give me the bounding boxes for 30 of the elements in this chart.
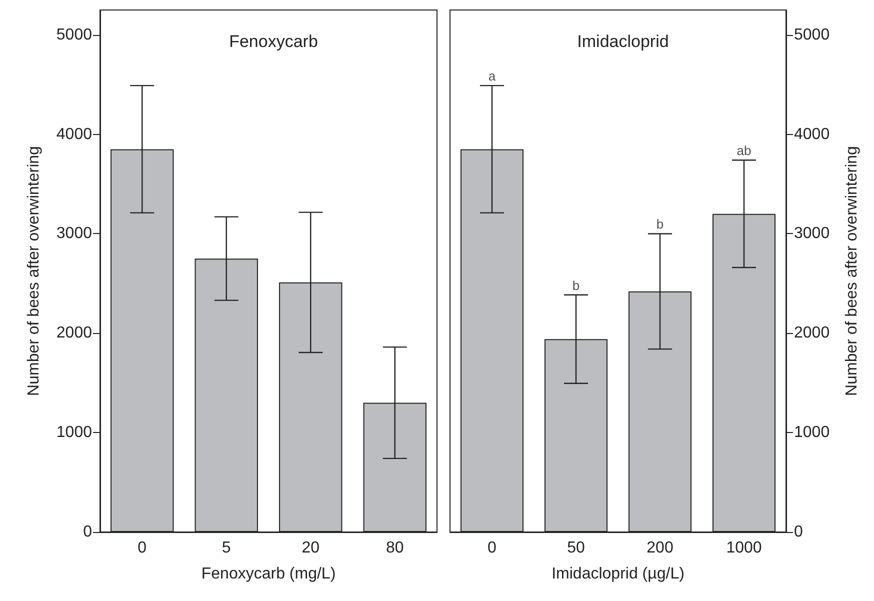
x-tick-label: 0 xyxy=(138,540,147,556)
y-tick-label: 1000 xyxy=(56,424,92,442)
y-tick-label: 4000 xyxy=(56,126,92,143)
y-tick-label: 5000 xyxy=(56,26,92,44)
annotation: b xyxy=(572,278,580,293)
x-tick-label: 5 xyxy=(222,540,231,556)
y-tick-label: 2000 xyxy=(56,324,92,342)
x-tick-label: 20 xyxy=(302,540,320,556)
x-tick-label: 1000 xyxy=(726,540,762,556)
x-tick-label: 50 xyxy=(567,540,585,556)
annotation: b xyxy=(656,216,664,232)
x-axis-title: Imidacloprid (µg/L) xyxy=(552,566,684,582)
text: Fenoxycarb xyxy=(229,32,318,51)
y-tick-label: 3000 xyxy=(56,225,92,242)
y-tick-label: 4000 xyxy=(794,126,830,143)
y-tick-label: 1000 xyxy=(794,424,830,442)
text: Imidacloprid xyxy=(577,32,669,51)
x-axis-title: Fenoxycarb (mg/L) xyxy=(201,566,336,582)
y-tick-label: 0 xyxy=(794,524,803,540)
y-axis-title: Number of bees after overwintering xyxy=(844,146,860,396)
y-tick-label: 5000 xyxy=(794,26,830,44)
x-tick-label: 80 xyxy=(386,540,404,556)
x-tick-label: 200 xyxy=(646,540,674,556)
annotation: ab xyxy=(736,143,752,158)
y-tick-label: 3000 xyxy=(794,225,830,242)
y-tick-label: 0 xyxy=(83,524,92,540)
annotation: a xyxy=(488,68,496,84)
x-tick-label: 0 xyxy=(488,540,497,556)
y-tick-label: 2000 xyxy=(794,324,830,342)
y-axis-title: Number of bees after overwintering xyxy=(26,146,42,396)
